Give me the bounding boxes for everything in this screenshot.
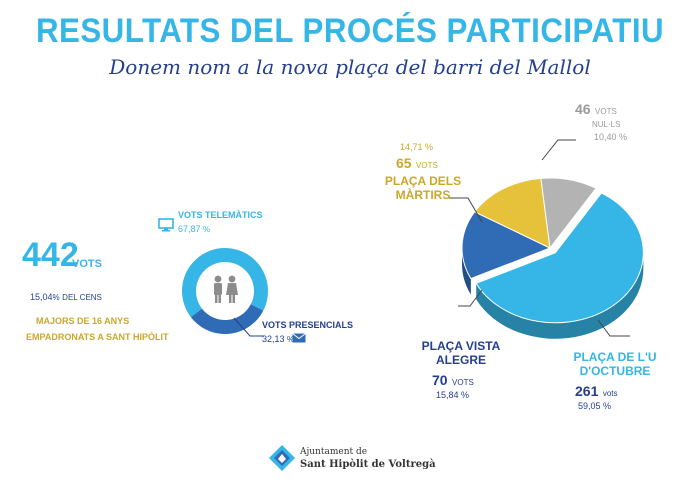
nuls-pct: 10,40 % bbox=[594, 132, 628, 142]
org-name-line2: Sant Hipòlit de Voltregà bbox=[300, 459, 436, 470]
census-percentage: 15,04% DEL CENS bbox=[30, 292, 102, 302]
org-name-line1: Ajuntament de bbox=[300, 447, 368, 457]
envelope-icon bbox=[292, 333, 306, 343]
total-votes-unit: VOTS bbox=[72, 258, 102, 270]
total-votes-value: 442 bbox=[22, 236, 79, 274]
vista-pct: 15,84 % bbox=[436, 390, 470, 400]
results-pie-chart bbox=[461, 177, 644, 339]
donut-center bbox=[197, 263, 253, 319]
pie-slice-nuls bbox=[540, 177, 597, 250]
pie-slice-vista bbox=[461, 211, 552, 280]
martirs-votes: 65 bbox=[396, 155, 412, 171]
pie-slice-octubre bbox=[475, 192, 644, 324]
eligible-line-1: MAJORS DE 16 ANYS bbox=[36, 316, 130, 326]
pie-slice-octubre-side bbox=[476, 252, 644, 339]
martirs-name-line2: MÀRTIRS bbox=[395, 188, 451, 202]
martirs-unit: VOTS bbox=[416, 161, 438, 170]
octubre-name-line1: PLAÇA DE L'U bbox=[573, 350, 657, 364]
octubre-name-line2: D'OCTUBRE bbox=[579, 364, 651, 378]
martirs-name: PLAÇA DELS MÀRTIRS bbox=[378, 174, 468, 202]
vista-name-line2: ALEGRE bbox=[435, 353, 486, 367]
page-title: RESULTATS DEL PROCÉS PARTICIPATIU bbox=[35, 12, 665, 50]
pie-slice-vista-side bbox=[462, 248, 471, 295]
vista-votes: 70 bbox=[432, 372, 448, 388]
pie-label-nuls: 46 VOTS bbox=[575, 101, 617, 119]
pie-label-martirs: 65 VOTS bbox=[396, 155, 438, 173]
leader-line-octubre bbox=[597, 319, 630, 337]
pie-slice-martirs bbox=[473, 177, 551, 249]
computer-icon bbox=[158, 218, 174, 232]
pie-label-vista: 70 VOTS bbox=[432, 372, 474, 390]
inperson-pct-sign: % bbox=[287, 335, 295, 344]
online-votes-pct: 67,87 % bbox=[178, 224, 210, 234]
eligible-line-2: EMPADRONATS A SANT HIPÒLIT bbox=[26, 332, 169, 342]
pie-leader-lines bbox=[448, 139, 630, 337]
online-votes-label: VOTS TELEMÀTICS bbox=[178, 210, 263, 220]
census-pct-sign: % bbox=[52, 293, 60, 302]
nuls-name: NUL·LS bbox=[592, 120, 621, 129]
pie-label-octubre: 261 vots bbox=[575, 383, 617, 401]
inperson-votes-label: VOTS PRESENCIALS bbox=[262, 320, 354, 330]
nuls-votes: 46 bbox=[575, 101, 591, 117]
online-pct-sign: % bbox=[203, 225, 211, 234]
vista-name: PLAÇA VISTA ALEGRE bbox=[416, 339, 506, 367]
inperson-pct-value: 32,13 bbox=[262, 334, 285, 344]
leader-line-vista bbox=[458, 289, 483, 307]
in-person-leader-line bbox=[233, 317, 264, 337]
martirs-name-line1: PLAÇA DELS bbox=[384, 174, 462, 188]
census-label: DEL CENS bbox=[62, 293, 102, 302]
vista-unit: VOTS bbox=[452, 378, 474, 387]
leader-line-martirs bbox=[448, 197, 483, 223]
donut-segment-inperson bbox=[190, 304, 264, 334]
donut-segment-online bbox=[182, 247, 268, 318]
martirs-pct: 14,71 % bbox=[400, 142, 434, 152]
town-logo-icon bbox=[269, 445, 295, 471]
inperson-votes-pct: 32,13 % bbox=[262, 334, 294, 344]
vista-name-line1: PLAÇA VISTA bbox=[421, 339, 501, 353]
people-icon bbox=[214, 275, 238, 303]
octubre-votes: 261 bbox=[575, 383, 599, 399]
leader-line-nuls bbox=[541, 139, 576, 161]
octubre-name: PLAÇA DE L'U D'OCTUBRE bbox=[560, 350, 670, 378]
online-pct-value: 67,87 bbox=[178, 224, 201, 234]
vote-method-donut bbox=[182, 247, 268, 334]
page-subtitle: Donem nom a la nova plaça del barri del … bbox=[109, 55, 591, 79]
census-pct-value: 15,04 bbox=[30, 292, 53, 302]
octubre-unit: vots bbox=[602, 389, 618, 398]
octubre-pct: 59,05 % bbox=[578, 401, 612, 411]
nuls-unit: VOTS bbox=[595, 107, 617, 116]
